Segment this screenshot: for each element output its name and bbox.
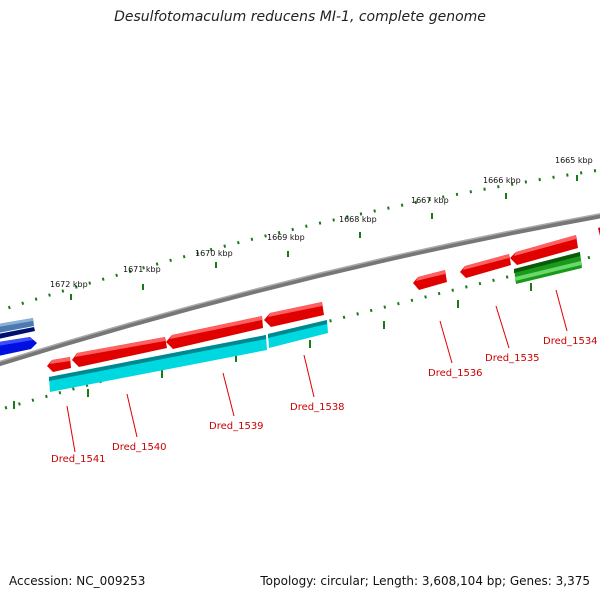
gene-dred-1534-arrow[interactable] xyxy=(510,235,578,265)
scale-label-1666: 1666 kbp xyxy=(483,176,521,185)
genome-backbone xyxy=(0,213,600,367)
inner-scale-ring xyxy=(4,253,600,410)
scale-labels: 1665 kbp 1666 kbp 1667 kbp 1668 kbp 1669… xyxy=(50,156,593,289)
scale-label-1671: 1671 kbp xyxy=(123,265,161,274)
gene-dred-1535-arrow[interactable] xyxy=(460,254,511,278)
scale-label-1669: 1669 kbp xyxy=(267,233,305,242)
label-connectors xyxy=(66,289,568,453)
scale-label-1667: 1667 kbp xyxy=(411,196,449,205)
gene-label-dred-1536[interactable]: Dred_1536 xyxy=(428,368,483,379)
scale-label-1672: 1672 kbp xyxy=(50,280,88,289)
gene-partial-blue[interactable] xyxy=(0,337,37,356)
genome-summary-text: Topology: circular; Length: 3,608,104 bp… xyxy=(260,574,590,588)
gene-dred-1541-arrow[interactable] xyxy=(47,357,71,372)
cds-cyan-segment-1[interactable] xyxy=(49,335,267,392)
gene-dred-1536-arrow[interactable] xyxy=(413,270,447,290)
scale-label-1670: 1670 kbp xyxy=(195,249,233,258)
outer-major-ticks xyxy=(70,175,578,300)
gene-label-dred-1539[interactable]: Dred_1539 xyxy=(209,421,264,432)
gene-label-dred-1535[interactable]: Dred_1535 xyxy=(485,353,540,364)
gene-label-dred-1540[interactable]: Dred_1540 xyxy=(112,442,167,453)
backbone-highlight xyxy=(0,213,600,363)
gene-dred-1539-arrow[interactable] xyxy=(166,316,263,349)
gene-label-dred-1541[interactable]: Dred_1541 xyxy=(51,454,106,465)
gene-labels: Dred_1541 Dred_1540 Dred_1539 Dred_1538 … xyxy=(51,336,598,465)
map-title: Desulfotomaculum reducens MI-1, complete… xyxy=(114,9,486,25)
accession-text: Accession: NC_009253 xyxy=(9,574,146,588)
gene-partial-steel[interactable] xyxy=(0,318,34,333)
gene-partial-navy[interactable] xyxy=(0,327,35,339)
scale-label-1668: 1668 kbp xyxy=(339,215,377,224)
cds-cyan-segment-2[interactable] xyxy=(268,320,328,348)
scale-label-1665: 1665 kbp xyxy=(555,156,593,165)
gene-dred-1538-arrow[interactable] xyxy=(264,302,324,327)
gene-dred-1540-arrow[interactable] xyxy=(72,337,167,367)
gene-label-dred-1538[interactable]: Dred_1538 xyxy=(290,402,345,413)
gene-green-block[interactable] xyxy=(514,252,582,284)
gene-label-dred-1534[interactable]: Dred_1534 xyxy=(543,336,598,347)
